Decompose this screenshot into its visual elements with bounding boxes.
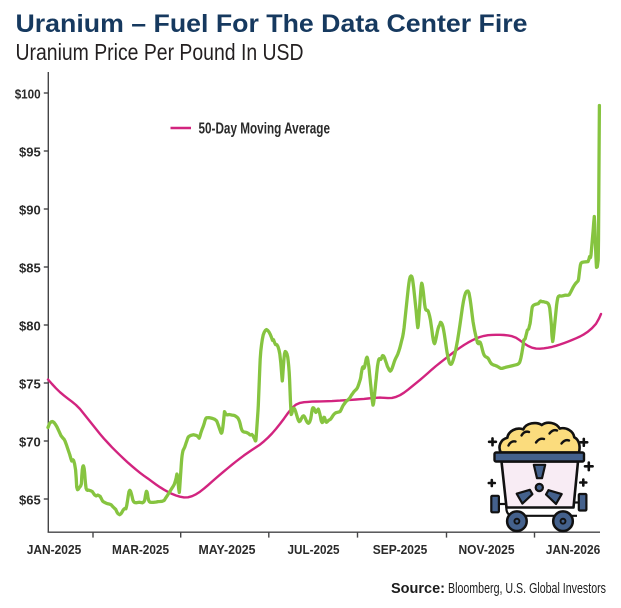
svg-text:SEP-2025: SEP-2025: [373, 542, 428, 557]
svg-text:$80: $80: [19, 318, 41, 333]
svg-text:50-Day Moving Average: 50-Day Moving Average: [199, 121, 331, 138]
svg-text:Source:Bloomberg, U.S. Global: Source: Bloomberg, U.S. Global Investors: [391, 581, 606, 597]
svg-text:$100: $100: [15, 86, 41, 101]
svg-text:JAN-2026: JAN-2026: [546, 542, 601, 557]
svg-text:$85: $85: [19, 260, 41, 275]
svg-text:$95: $95: [19, 144, 41, 159]
svg-text:Uranium – Fuel For The Data Ce: Uranium – Fuel For The Data Center Fire: [16, 11, 528, 38]
svg-text:$70: $70: [19, 434, 41, 449]
svg-text:NOV-2025: NOV-2025: [459, 542, 515, 557]
svg-text:MAR-2025: MAR-2025: [112, 542, 169, 557]
svg-text:MAY-2025: MAY-2025: [199, 542, 256, 557]
svg-text:$65: $65: [19, 492, 41, 507]
svg-text:JUL-2025: JUL-2025: [288, 542, 340, 557]
svg-text:JAN-2025: JAN-2025: [27, 542, 82, 557]
svg-text:$90: $90: [19, 202, 41, 217]
svg-text:Uranium Price Per Pound In USD: Uranium Price Per Pound In USD: [16, 39, 304, 65]
svg-text:$75: $75: [19, 376, 41, 391]
